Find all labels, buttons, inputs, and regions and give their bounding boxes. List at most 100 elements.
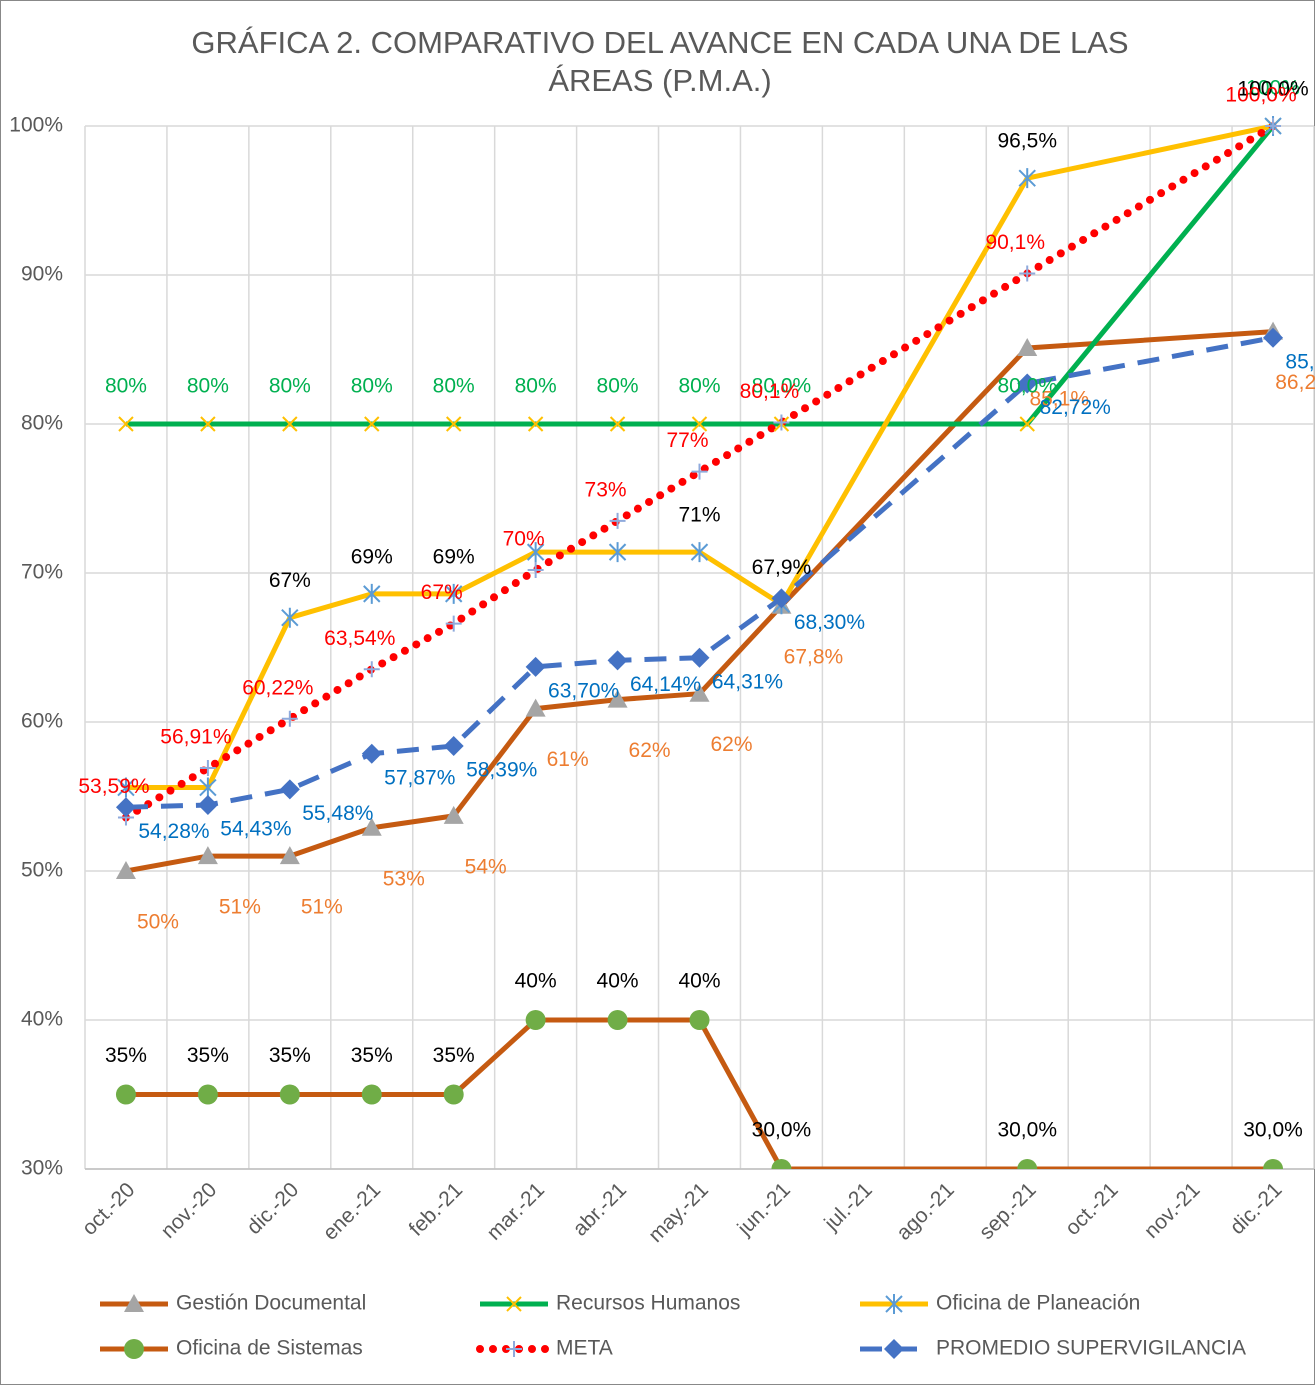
marker (1017, 338, 1038, 357)
marker (884, 1339, 904, 1359)
marker (124, 1294, 144, 1312)
marker (364, 416, 380, 432)
marker (1017, 373, 1038, 394)
data-label: 58,39% (466, 759, 537, 782)
marker (1263, 327, 1284, 348)
chart-title: ÁREAS (P.M.A.) (548, 63, 771, 98)
data-label: 50% (137, 911, 179, 934)
marker (197, 1084, 218, 1105)
data-label: 40% (597, 970, 639, 993)
data-label: 100,0% (1237, 78, 1308, 101)
marker (525, 656, 546, 677)
data-label: 70% (503, 528, 545, 551)
y-tick-label: 100% (9, 114, 63, 137)
data-label: 100% (1246, 77, 1300, 100)
marker (607, 650, 628, 671)
data-label: 85,79% (1285, 350, 1315, 373)
marker (690, 542, 709, 563)
marker (443, 1084, 464, 1105)
data-label: 96,5% (997, 130, 1057, 153)
data-label: 51% (301, 896, 343, 919)
marker (771, 1159, 792, 1169)
data-label: 35% (187, 1044, 229, 1067)
legend-label: META (556, 1337, 613, 1360)
marker (118, 416, 134, 432)
data-label: 80% (597, 375, 639, 398)
marker (443, 805, 464, 824)
marker (1019, 416, 1035, 432)
marker (279, 779, 300, 800)
marker (279, 1084, 300, 1105)
legend-label: PROMEDIO SUPERVIGILANCIA (936, 1337, 1246, 1360)
data-label: 35% (433, 1044, 475, 1067)
marker (609, 512, 626, 529)
marker (506, 1341, 522, 1357)
marker (525, 698, 546, 717)
data-label: 60,22% (242, 676, 313, 699)
data-label: 63,54% (324, 627, 395, 650)
data-label: 53,59% (78, 775, 149, 798)
data-label: 68,30% (794, 611, 865, 634)
marker (506, 1296, 522, 1312)
marker (609, 416, 626, 432)
data-label: 40% (678, 970, 720, 993)
marker (689, 647, 710, 668)
data-label: 80,0% (752, 375, 812, 398)
marker (607, 689, 628, 708)
marker (199, 760, 216, 777)
data-label: 86,2% (1275, 371, 1315, 394)
marker (115, 797, 136, 818)
data-label: 90,1% (985, 231, 1045, 254)
data-label: 54,43% (220, 818, 291, 841)
marker (1018, 168, 1036, 189)
chart-title: GRÁFICA 2. COMPARATIVO DEL AVANCE EN CAD… (191, 25, 1128, 60)
marker (527, 562, 544, 579)
marker (445, 615, 462, 632)
data-label: 71% (678, 504, 720, 527)
marker (1019, 265, 1036, 282)
marker (281, 607, 299, 628)
marker (526, 542, 545, 563)
data-label: 80% (678, 375, 720, 398)
data-label: 54,28% (138, 820, 209, 843)
data-label: 61% (547, 748, 589, 771)
marker (363, 661, 380, 678)
data-label: 63,70% (548, 679, 619, 702)
data-label: 77% (666, 429, 708, 452)
marker (444, 583, 463, 604)
y-tick-label: 50% (21, 859, 63, 882)
data-label: 80% (351, 375, 393, 398)
y-tick-label: 80% (21, 412, 63, 435)
data-label: 55,48% (302, 802, 373, 825)
data-label: 82,72% (1040, 396, 1111, 419)
data-label: 30,0% (1243, 1119, 1303, 1142)
marker (691, 463, 708, 480)
data-label: 80,1% (740, 380, 800, 403)
data-label: 80% (433, 375, 475, 398)
marker (1263, 1159, 1284, 1169)
marker (200, 416, 216, 432)
data-label: 30,0% (752, 1119, 812, 1142)
data-label: 80% (187, 375, 229, 398)
marker (689, 1010, 710, 1030)
marker (361, 1084, 382, 1105)
data-label: 67,8% (784, 645, 844, 668)
legend-label: Oficina de Sistemas (176, 1337, 363, 1360)
data-label: 57,87% (384, 766, 455, 789)
data-label: 62% (629, 739, 671, 762)
data-label: 64,31% (712, 670, 783, 693)
marker (115, 861, 136, 879)
y-tick-label: 90% (21, 263, 63, 286)
data-label: 64,14% (630, 673, 701, 696)
y-tick-label: 40% (21, 1008, 63, 1031)
data-label: 35% (269, 1044, 311, 1067)
data-label: 73% (585, 478, 627, 501)
y-tick-label: 70% (21, 561, 63, 584)
legend-label: Oficina de Planeación (936, 1292, 1140, 1315)
marker (607, 1010, 628, 1030)
data-label: 54% (465, 855, 507, 878)
data-label: 80% (269, 375, 311, 398)
data-label: 67% (421, 581, 463, 604)
data-label: 30,0% (997, 1119, 1057, 1142)
